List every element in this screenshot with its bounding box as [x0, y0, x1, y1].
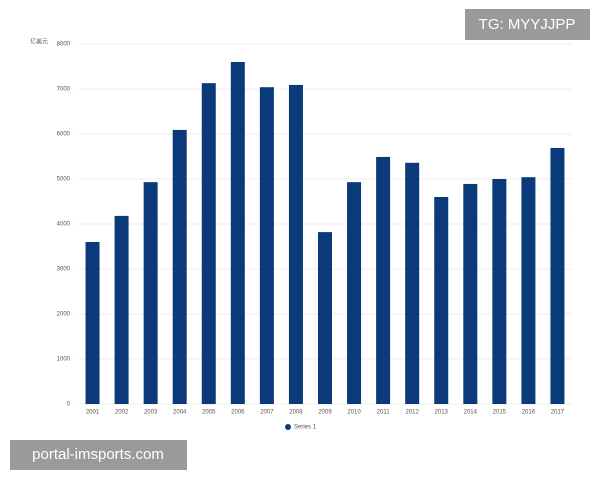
bar	[318, 232, 332, 404]
bar	[288, 84, 303, 404]
y-tick-label: 4000	[57, 222, 71, 228]
x-tick-label: 2017	[551, 410, 565, 416]
x-tick-label: 2015	[493, 410, 507, 416]
x-tick-label: 2011	[377, 410, 391, 416]
x-tick-label: 2001	[86, 410, 100, 416]
bar	[201, 83, 216, 405]
x-tick-label: 2014	[464, 410, 478, 416]
y-tick-label: 0	[67, 402, 71, 408]
y-tick-label: 8000	[57, 42, 71, 48]
y-tick-label: 6000	[57, 132, 71, 138]
watermark-box	[465, 9, 590, 40]
y-tick-label: 7000	[57, 87, 71, 93]
x-tick-label: 2003	[144, 410, 158, 416]
y-tick-label: 1000	[57, 357, 71, 363]
y-axis-label: 亿美元	[30, 38, 48, 46]
watermark: TG: MYYJJPP	[479, 16, 576, 33]
bar	[376, 156, 391, 404]
bar	[114, 215, 129, 404]
y-tick-label: 2000	[57, 312, 71, 318]
plot: 0 1000 2000 3000 4000 5000 6000 7000 8000 2001 200…	[57, 42, 572, 431]
bar	[463, 183, 478, 404]
bar	[405, 162, 420, 404]
x-tick-label: 2010	[347, 410, 361, 416]
bar	[347, 182, 362, 404]
x-tick-label: 2012	[405, 410, 419, 416]
bar	[259, 87, 274, 404]
x-tick-label: 2013	[435, 410, 449, 416]
watermark-box	[10, 440, 187, 470]
x-tick-label: 2002	[115, 410, 129, 416]
bar	[521, 177, 536, 404]
bar	[230, 62, 245, 404]
bar	[172, 129, 187, 404]
watermark: portal-imsports.com	[32, 446, 164, 463]
legend-label: Series 1	[294, 425, 317, 431]
bar	[492, 179, 507, 404]
x-tick-label: 2007	[260, 410, 274, 416]
y-tick-label: 5000	[57, 177, 71, 183]
y-tick-label: 3000	[57, 267, 71, 273]
x-tick-label: 2006	[231, 410, 245, 416]
x-tick-label: 2009	[318, 410, 332, 416]
bar	[143, 182, 158, 404]
x-tick-label: 2008	[289, 410, 303, 416]
bar	[85, 242, 100, 404]
x-tick-label: 2005	[202, 410, 216, 416]
x-tick-label: 2004	[173, 410, 187, 416]
legend-marker	[285, 424, 291, 430]
bar	[550, 147, 565, 404]
x-tick-label: 2016	[522, 410, 536, 416]
bar	[434, 197, 449, 404]
